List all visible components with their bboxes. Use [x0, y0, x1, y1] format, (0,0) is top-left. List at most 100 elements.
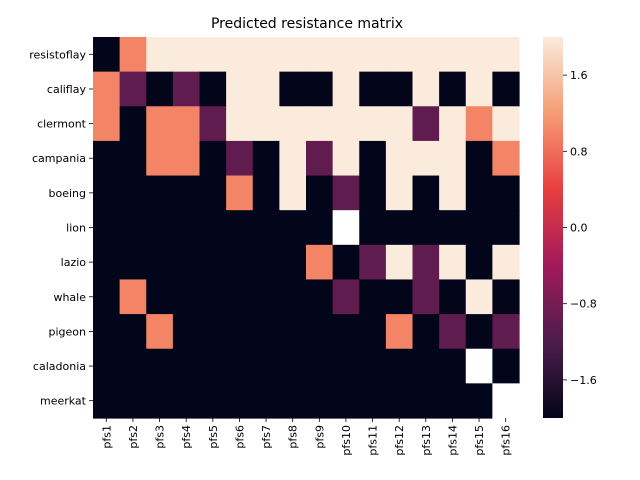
heatmap-cell: [279, 140, 307, 177]
heatmap-cell: [199, 314, 227, 350]
heatmap-cell: [199, 279, 227, 315]
heatmap-cell: [412, 140, 440, 177]
heatmap-cell: [252, 175, 280, 211]
heatmap-cell: [439, 210, 467, 246]
heatmap-cell: [492, 210, 520, 246]
heatmap-cell: [252, 314, 280, 350]
heatmap-cell: [412, 348, 440, 384]
heatmap-cell: [385, 106, 414, 142]
heatmap-cell: [332, 106, 360, 142]
heatmap-cell: [359, 244, 387, 281]
heatmap-cell: [93, 71, 121, 107]
heatmap-cell: [306, 37, 334, 73]
heatmap-cell: [226, 348, 254, 384]
chart-title: Predicted resistance matrix: [211, 16, 403, 32]
heatmap-cell: [332, 210, 360, 246]
heatmap-cell: [306, 140, 334, 177]
y-tick-label: caladonia: [33, 360, 86, 373]
heatmap-cell: [359, 314, 387, 350]
x-tick-label: pfs16: [500, 425, 513, 456]
heatmap-cell: [252, 210, 280, 246]
heatmap-cell: [359, 279, 387, 315]
heatmap-cell: [439, 383, 467, 419]
heatmap-cell: [252, 383, 280, 419]
heatmap-cell: [465, 106, 493, 142]
heatmap-cell: [279, 383, 307, 419]
heatmap-cell: [252, 244, 280, 281]
x-tick-label: pfs12: [393, 425, 406, 456]
heatmap-cell: [119, 175, 147, 211]
heatmap-cell: [119, 106, 147, 142]
heatmap-cell: [439, 37, 467, 73]
y-tick-label: resistoflay: [29, 48, 86, 61]
heatmap-cell: [172, 106, 201, 142]
heatmap-cell: [359, 37, 387, 73]
heatmap-cell: [465, 140, 493, 177]
heatmap-cell: [146, 210, 174, 246]
y-tick-label: meerkat: [40, 395, 87, 408]
heatmap-cell: [439, 140, 467, 177]
heatmap-cell: [439, 175, 467, 211]
heatmap-cell: [439, 244, 467, 281]
x-axis: pfs1 pfs2 pfs3 pfs4 pfs5 pfs6 pfs7 pfs8 pfs9 pfs1…: [100, 418, 513, 456]
heatmap-cell: [332, 348, 360, 384]
heatmap-cells: [93, 37, 520, 419]
heatmap-cell: [492, 244, 520, 281]
heatmap-cell: [119, 71, 147, 107]
heatmap-cell: [146, 175, 174, 211]
heatmap-cell: [332, 175, 360, 211]
heatmap-cell: [465, 175, 493, 211]
heatmap-cell: [385, 279, 414, 315]
heatmap-cell: [279, 210, 307, 246]
heatmap-cell: [199, 348, 227, 384]
heatmap-cell: [199, 106, 227, 142]
heatmap-cell: [465, 37, 493, 73]
heatmap-cell: [412, 175, 440, 211]
heatmap-cell: [306, 348, 334, 384]
heatmap-cell: [492, 106, 520, 142]
heatmap-cell: [412, 383, 440, 419]
heatmap-cell: [172, 314, 201, 350]
heatmap-cell: [279, 348, 307, 384]
y-tick-label: boeing: [49, 187, 87, 200]
heatmap-cell: [306, 314, 334, 350]
heatmap-cell: [465, 348, 493, 384]
heatmap-cell: [385, 175, 414, 211]
heatmap-cell: [306, 71, 334, 107]
heatmap-cell: [412, 244, 440, 281]
heatmap-cell: [306, 106, 334, 142]
heatmap-cell: [465, 210, 493, 246]
heatmap-cell: [492, 175, 520, 211]
y-tick-label: campania: [32, 152, 86, 165]
heatmap-cell: [119, 140, 147, 177]
heatmap-cell: [172, 140, 201, 177]
heatmap-cell: [465, 314, 493, 350]
heatmap-cell: [279, 244, 307, 281]
heatmap-cell: [93, 106, 121, 142]
heatmap-cell: [252, 279, 280, 315]
heatmap-cell: [279, 37, 307, 73]
heatmap-cell: [332, 140, 360, 177]
heatmap-cell: [93, 348, 121, 384]
heatmap-cell: [172, 348, 201, 384]
x-tick-label: pfs13: [420, 425, 433, 456]
colorbar-tick-label: 1.6: [570, 69, 588, 82]
heatmap-cell: [279, 175, 307, 211]
x-tick-label: pfs7: [260, 425, 273, 449]
heatmap-cell: [492, 383, 520, 419]
colorbar-tick-label: 0.8: [570, 145, 588, 158]
x-tick-label: pfs2: [127, 425, 140, 449]
heatmap-cell: [279, 279, 307, 315]
x-tick-label: pfs4: [180, 425, 193, 449]
colorbar-tick-label: 0.0: [570, 222, 588, 235]
colorbar: 1.6 0.8 0.0 −0.8 −1.6: [543, 37, 597, 418]
heatmap-cell: [332, 279, 360, 315]
heatmap-cell: [306, 175, 334, 211]
heatmap-cell: [279, 71, 307, 107]
heatmap-cell: [226, 314, 254, 350]
heatmap-cell: [252, 106, 280, 142]
heatmap-cell: [226, 37, 254, 73]
heatmap-cell: [226, 71, 254, 107]
heatmap-cell: [385, 383, 414, 419]
heatmap-cell: [146, 314, 174, 350]
